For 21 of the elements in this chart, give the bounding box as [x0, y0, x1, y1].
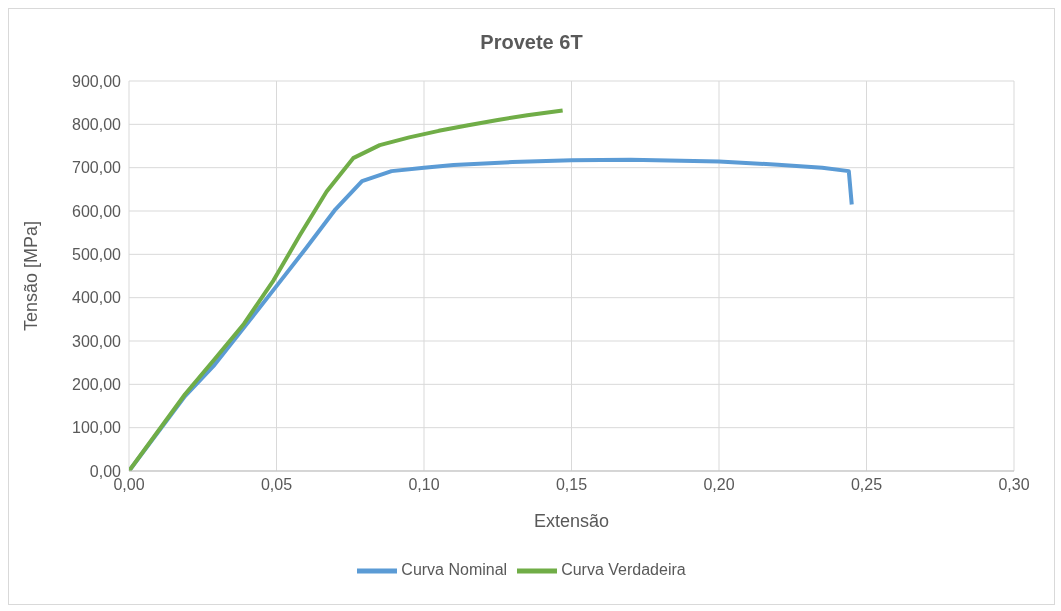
y-tick-label: 200,00: [72, 376, 122, 394]
x-tick-label: 0,15: [555, 476, 588, 494]
x-tick-label: 0,20: [703, 476, 735, 494]
y-tick-label: 800,00: [72, 116, 122, 134]
x-axis-title: Extensão: [533, 511, 610, 531]
x-tick-label: 0,10: [408, 476, 440, 494]
legend-label: Curva Verdadeira: [561, 561, 686, 579]
y-tick-label: 100,00: [72, 419, 122, 437]
x-tick-label: 0,30: [998, 476, 1030, 494]
y-tick-label: 500,00: [72, 246, 122, 264]
y-tick-label: 300,00: [72, 332, 122, 350]
y-tick-label: 700,00: [72, 159, 122, 177]
x-tick-label: 0,25: [850, 476, 883, 494]
legend-label: Curva Nominal: [401, 561, 508, 579]
y-tick-label: 600,00: [72, 202, 122, 220]
x-tick-label: 0,05: [260, 476, 293, 494]
chart-title: Provete 6T: [479, 30, 584, 55]
y-axis-title: Tensão [MPa]: [21, 220, 42, 332]
line-series: [129, 108, 565, 471]
y-tick-label: 400,00: [72, 289, 122, 307]
y-tick-label: 900,00: [72, 72, 122, 90]
